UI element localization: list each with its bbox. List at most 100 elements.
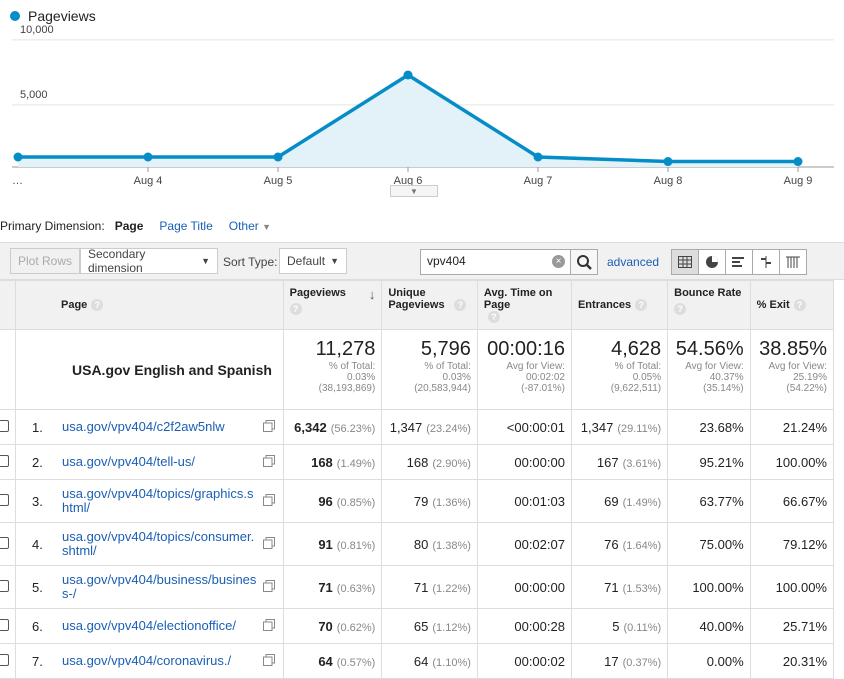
pie-view-button[interactable] xyxy=(698,249,726,275)
dimension-page[interactable]: Page xyxy=(114,219,144,233)
avg-time-cell: 00:00:28 xyxy=(476,608,572,645)
totals-sub: (54.22%) xyxy=(786,383,827,395)
clear-search-icon[interactable]: × xyxy=(552,255,565,268)
totals-entrances-value: 4,628 xyxy=(611,338,662,361)
col-unique-label: Unique Pageviews xyxy=(388,287,445,311)
help-icon[interactable]: ? xyxy=(635,299,648,312)
col-bounce-rate[interactable]: Bounce Rate? xyxy=(667,279,751,331)
x-tick-label: Aug 6 xyxy=(394,175,423,187)
page-link[interactable]: usa.gov/vpv404/topics/graphics.shtml/ xyxy=(62,486,254,516)
row-checkbox[interactable] xyxy=(0,536,9,549)
bar-view-button[interactable] xyxy=(725,249,753,275)
help-icon[interactable]: ? xyxy=(487,311,500,324)
unique-value: 1,347 xyxy=(389,419,423,435)
x-tick-label: … xyxy=(12,175,23,187)
avg-time-cell: <00:00:01 xyxy=(476,409,572,446)
dimension-other[interactable]: Other ▼ xyxy=(229,219,271,233)
page-link[interactable]: usa.gov/vpv404/c2f2aw5nlw xyxy=(62,419,225,435)
table-row[interactable]: 6. usa.gov/vpv404/electionoffice/70 (0.62%… xyxy=(0,608,835,645)
chart-collapse-handle[interactable]: ▼ xyxy=(390,185,438,197)
page-link[interactable]: usa.gov/vpv404/topics/consumer.shtml/ xyxy=(62,529,255,559)
advanced-filter-link[interactable]: advanced xyxy=(607,255,660,269)
select-all-cell[interactable] xyxy=(0,279,16,331)
row-number: 4. xyxy=(32,536,43,552)
col-bounce-label: Bounce Rate xyxy=(674,287,742,299)
col-avg-time[interactable]: Avg. Time on Page? xyxy=(476,279,572,331)
open-external-icon[interactable] xyxy=(262,618,277,634)
totals-unique-value: 5,796 xyxy=(420,338,471,361)
row-checkbox[interactable] xyxy=(0,579,9,592)
row-checkbox-cell[interactable] xyxy=(0,522,16,567)
row-checkbox-cell[interactable] xyxy=(0,643,16,679)
comparison-view-button[interactable] xyxy=(752,249,780,275)
totals-sub: 0.03% xyxy=(346,372,376,384)
col-entrances[interactable]: Entrances? xyxy=(570,279,669,331)
page-link[interactable]: usa.gov/vpv404/electionoffice/ xyxy=(62,618,236,634)
open-external-icon[interactable] xyxy=(262,454,277,470)
table-row[interactable]: 2. usa.gov/vpv404/tell-us/168 (1.49%) 168 (2… xyxy=(0,444,835,481)
open-external-icon[interactable] xyxy=(262,579,277,595)
totals-sub: Avg for View: xyxy=(685,361,744,373)
page-cell: 5. usa.gov/vpv404/business/business-/ xyxy=(15,565,284,610)
y-tick-label: 10,000 xyxy=(20,24,54,36)
table-view-button[interactable] xyxy=(671,249,699,275)
row-checkbox[interactable] xyxy=(0,618,9,631)
page-cell: 6. usa.gov/vpv404/electionoffice/ xyxy=(15,608,284,645)
totals-sub: 40.37% xyxy=(709,372,744,384)
row-checkbox-cell[interactable] xyxy=(0,608,16,645)
table-row[interactable]: 7. usa.gov/vpv404/coronavirus./64 (0.57%) 6… xyxy=(0,643,835,679)
legend-dot-icon xyxy=(10,11,20,21)
page-link[interactable]: usa.gov/vpv404/business/business-/ xyxy=(62,572,257,602)
table-row[interactable]: 5. usa.gov/vpv404/business/business-/ 71 (0… xyxy=(0,565,835,610)
pageviews-pct: (1.49%) xyxy=(336,457,376,470)
col-exit[interactable]: % Exit? xyxy=(749,279,835,331)
totals-bounce-value: 54.56% xyxy=(675,338,744,361)
row-number: 3. xyxy=(32,493,43,509)
page-link[interactable]: usa.gov/vpv404/tell-us/ xyxy=(62,454,195,470)
help-icon[interactable]: ? xyxy=(793,299,806,312)
plot-rows-button[interactable]: Plot Rows xyxy=(10,248,81,274)
col-pageviews[interactable]: Pageviews ↓? xyxy=(282,279,383,331)
totals-label: USA.gov English and Spanish xyxy=(15,329,284,411)
unique-cell: 71 (1.22%) xyxy=(381,565,478,610)
col-unique-pageviews[interactable]: Unique Pageviews? xyxy=(381,279,478,331)
open-external-icon[interactable] xyxy=(262,493,277,509)
row-checkbox[interactable] xyxy=(0,653,9,666)
table-row[interactable]: 1. usa.gov/vpv404/c2f2aw5nlw 6,342 (56.23%)… xyxy=(0,409,835,446)
unique-value: 71 xyxy=(413,579,429,595)
open-external-icon[interactable] xyxy=(262,536,277,552)
col-page-label: Page xyxy=(61,299,88,311)
totals-sub: (20,583,944) xyxy=(414,383,471,395)
help-icon[interactable]: ? xyxy=(289,303,302,315)
dimension-page-title[interactable]: Page Title xyxy=(159,219,213,233)
secondary-dimension-dropdown[interactable]: Secondary dimension ▼ xyxy=(80,247,218,275)
row-checkbox[interactable] xyxy=(0,419,9,432)
search-button[interactable] xyxy=(570,249,598,275)
row-checkbox-cell[interactable] xyxy=(0,565,16,610)
row-checkbox[interactable] xyxy=(0,454,9,467)
pivot-view-button[interactable] xyxy=(779,249,807,275)
table-row[interactable]: 3. usa.gov/vpv404/topics/graphics.shtml/9… xyxy=(0,479,835,524)
page-cell: 7. usa.gov/vpv404/coronavirus./ xyxy=(15,643,284,679)
help-icon[interactable]: ? xyxy=(91,299,104,312)
page-link[interactable]: usa.gov/vpv404/coronavirus./ xyxy=(62,653,232,669)
exit-cell: 21.24% xyxy=(749,409,835,446)
bounce-cell: 100.00% xyxy=(667,565,751,610)
col-avg-time-label: Avg. Time on Page xyxy=(483,287,553,311)
sort-type-label: Sort Type: xyxy=(223,255,278,269)
open-external-icon[interactable] xyxy=(262,653,277,669)
row-checkbox[interactable] xyxy=(0,493,9,506)
pageviews-pct: (0.63%) xyxy=(336,582,376,595)
unique-value: 65 xyxy=(413,618,429,634)
row-checkbox-cell[interactable] xyxy=(0,409,16,446)
table-row[interactable]: 4. usa.gov/vpv404/topics/consumer.shtml/9… xyxy=(0,522,835,567)
row-checkbox-cell[interactable] xyxy=(0,479,16,524)
help-icon[interactable]: ? xyxy=(454,299,467,312)
help-icon[interactable]: ? xyxy=(674,303,687,315)
sort-type-dropdown[interactable]: Default ▼ xyxy=(279,248,347,274)
open-external-icon[interactable] xyxy=(262,419,277,435)
table-search-input[interactable]: vpv404 × xyxy=(420,249,572,275)
row-checkbox-cell[interactable] xyxy=(0,444,16,481)
col-page[interactable]: Page? xyxy=(15,279,284,331)
unique-cell: 79 (1.36%) xyxy=(381,479,478,524)
